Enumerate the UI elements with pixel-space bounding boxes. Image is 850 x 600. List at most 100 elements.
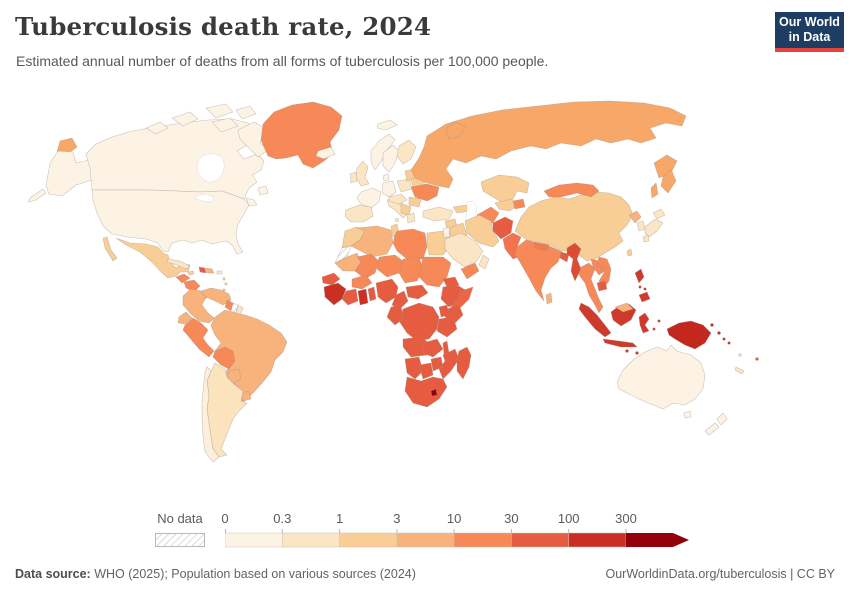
country-mexico-baja[interactable] (102, 236, 118, 262)
country-jordan-israel[interactable] (442, 226, 451, 238)
legend-bin-6[interactable] (568, 532, 627, 548)
country-lesotho[interactable] (430, 388, 438, 397)
country-colombia[interactable] (182, 288, 215, 324)
country-kazakhstan[interactable] (480, 174, 530, 204)
country-canada-arctic-3[interactable] (205, 103, 234, 119)
country-togo-benin[interactable] (367, 286, 377, 302)
country-finland[interactable] (396, 139, 417, 165)
country-mexico[interactable] (115, 237, 191, 279)
country-denmark[interactable] (382, 173, 390, 182)
country-russia[interactable] (410, 100, 687, 189)
country-nepal[interactable] (533, 241, 550, 252)
country-botswana[interactable] (418, 362, 434, 380)
country-greece[interactable] (406, 212, 416, 224)
country-iran[interactable] (464, 214, 500, 248)
country-jamaica[interactable] (187, 270, 195, 276)
country-ukraine[interactable] (410, 183, 440, 202)
country-new-caledonia[interactable] (734, 366, 745, 375)
country-south-korea[interactable] (636, 220, 646, 232)
country-bangladesh[interactable] (559, 251, 570, 263)
legend-bin-3[interactable] (396, 532, 455, 548)
country-turkey[interactable] (422, 206, 454, 222)
country-china[interactable] (514, 191, 634, 262)
country-sri-lanka[interactable] (545, 292, 553, 305)
country-indonesia-sunda-2[interactable] (635, 351, 639, 355)
country-peru[interactable] (182, 317, 215, 358)
country-oman[interactable] (478, 254, 490, 270)
country-ghana[interactable] (357, 288, 369, 306)
country-france[interactable] (356, 187, 382, 209)
country-yemen[interactable] (460, 262, 480, 280)
country-indonesia-sulawesi[interactable] (638, 312, 650, 334)
country-canada-arctic-1[interactable] (145, 121, 169, 135)
country-angola[interactable] (402, 336, 430, 358)
country-romania[interactable] (408, 196, 422, 208)
country-japan-hokkaido[interactable] (652, 208, 666, 220)
legend-bin-0[interactable] (225, 532, 283, 548)
country-uruguay[interactable] (240, 390, 252, 402)
country-canada[interactable] (85, 118, 265, 200)
country-russia-kamchatka[interactable] (660, 168, 677, 194)
legend-bin-1[interactable] (282, 532, 340, 548)
country-philippines-visayas-2[interactable] (643, 287, 647, 291)
country-philippines-mindanao[interactable] (638, 291, 651, 303)
country-chad[interactable] (398, 256, 424, 284)
country-mongolia[interactable] (543, 182, 600, 198)
country-ivory-coast[interactable] (341, 288, 359, 306)
country-japan-honshu[interactable] (644, 218, 664, 238)
country-venezuela[interactable] (200, 287, 232, 306)
country-canada-newfoundland[interactable] (257, 185, 269, 196)
country-libya[interactable] (392, 228, 428, 260)
country-drc[interactable] (398, 302, 440, 342)
country-madagascar[interactable] (456, 346, 472, 380)
country-mali[interactable] (354, 253, 380, 280)
country-cambodia[interactable] (596, 280, 608, 292)
country-malaysia-peninsula[interactable] (594, 298, 604, 314)
country-italy-sicily[interactable] (395, 218, 399, 222)
country-south-africa[interactable] (404, 376, 448, 408)
country-indonesia-maluku-2[interactable] (657, 319, 661, 323)
legend-bin-4[interactable] (453, 532, 512, 548)
country-zambia[interactable] (422, 338, 444, 358)
country-papua-new-guinea[interactable] (666, 320, 712, 350)
country-north-korea[interactable] (628, 210, 642, 224)
country-canada-novascotia[interactable] (245, 197, 258, 207)
country-uk[interactable] (355, 160, 370, 187)
country-myanmar[interactable] (566, 242, 582, 282)
country-congo-gabon[interactable] (386, 304, 404, 326)
country-malaysia-borneo[interactable] (614, 302, 634, 313)
owid-link[interactable]: OurWorldinData.org/tuberculosis | CC BY (605, 567, 836, 581)
country-ireland[interactable] (349, 171, 358, 184)
country-japan-kyushu[interactable] (642, 234, 650, 243)
country-eritrea[interactable] (442, 276, 460, 288)
country-usa-aleutians[interactable] (27, 188, 47, 203)
country-canada-arctic-4[interactable] (235, 105, 257, 120)
country-indonesia-java[interactable] (602, 338, 638, 348)
country-indonesia-sumatra[interactable] (578, 302, 612, 338)
country-honduras-nicaragua[interactable] (183, 279, 201, 293)
country-mozambique[interactable] (438, 348, 460, 380)
country-guatemala-belize[interactable] (175, 273, 191, 284)
country-senegal[interactable] (321, 272, 341, 286)
country-philippines-visayas-1[interactable] (638, 285, 642, 289)
country-haiti[interactable] (198, 266, 207, 274)
country-ecuador[interactable] (177, 311, 193, 325)
country-lesser-antilles-1[interactable] (222, 277, 226, 281)
country-central-african-republic[interactable] (405, 284, 429, 300)
country-burkina-faso[interactable] (351, 274, 373, 290)
country-vanuatu[interactable] (738, 353, 742, 357)
country-sweden[interactable] (382, 144, 400, 173)
country-png-island-2[interactable] (717, 331, 721, 335)
country-saudi-arabia[interactable] (444, 232, 484, 268)
country-bolivia[interactable] (212, 346, 236, 370)
country-lesser-antilles-2[interactable] (224, 282, 228, 286)
legend-bin-2[interactable] (339, 532, 398, 548)
country-greenland[interactable] (260, 101, 343, 169)
country-cuba[interactable] (166, 258, 191, 270)
country-germany[interactable] (381, 180, 397, 198)
country-dominican-republic[interactable] (205, 267, 215, 274)
country-new-zealand-south[interactable] (704, 422, 720, 436)
country-indonesia-sunda-1[interactable] (625, 349, 629, 353)
country-solomon-islands-2[interactable] (727, 341, 731, 345)
country-fiji[interactable] (755, 357, 759, 361)
